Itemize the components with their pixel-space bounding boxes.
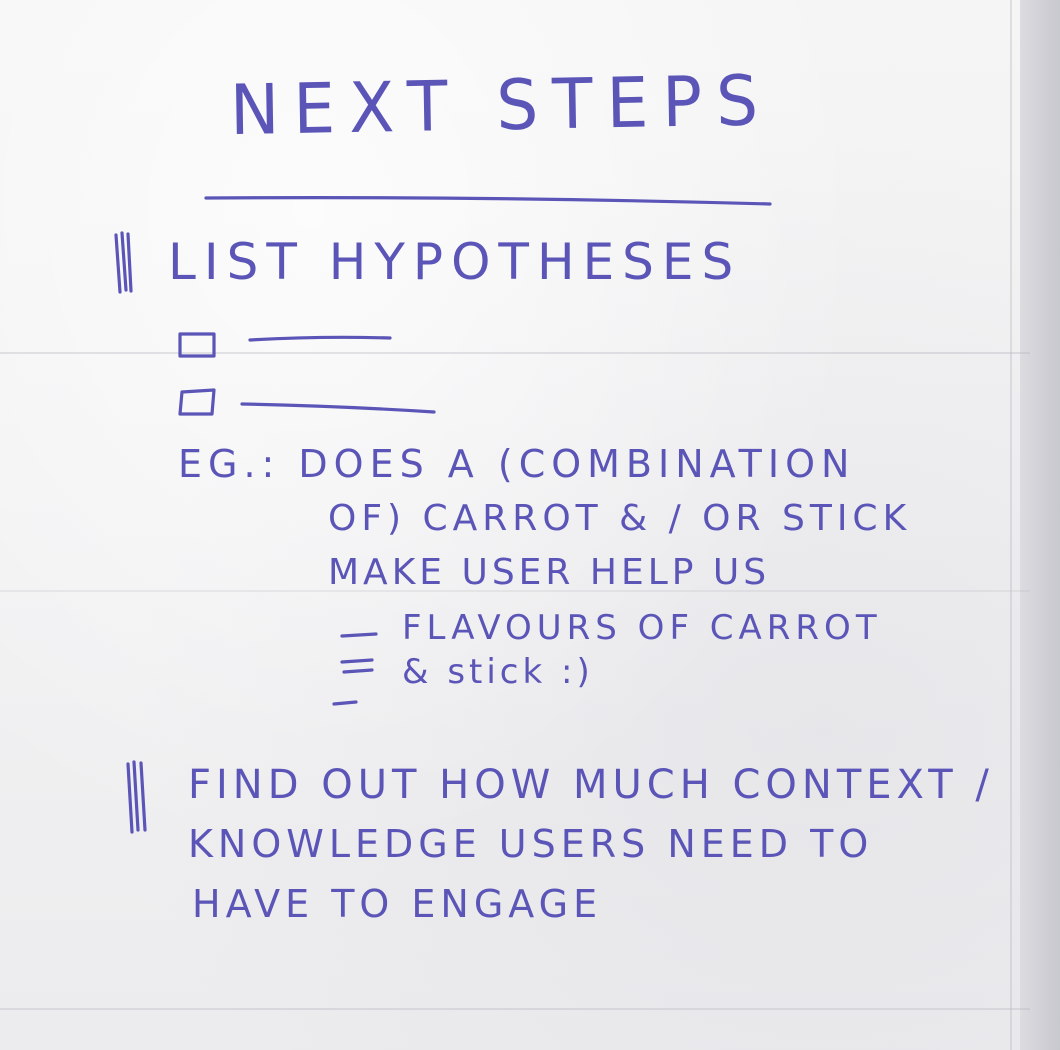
paper-crease <box>0 1008 1030 1010</box>
example-line: FLAVOURS OF CARROT <box>402 608 882 648</box>
action-line: HAVE TO ENGAGE <box>192 882 603 926</box>
blank-line-1 <box>248 335 392 342</box>
checkbox-2 <box>178 388 216 416</box>
dash-3 <box>332 700 358 706</box>
action-line: KNOWLEDGE USERS NEED TO <box>188 822 874 866</box>
example-line: EG.: DOES A (COMBINATION <box>178 442 856 486</box>
page-title: NEXT STEPS <box>229 60 773 151</box>
checkbox-1 <box>178 332 216 358</box>
example-line: MAKE USER HELP US <box>328 552 771 593</box>
dash-2 <box>340 658 374 674</box>
wall-background <box>1020 0 1060 1050</box>
example-line: & stick :) <box>402 652 594 692</box>
dash-1 <box>340 632 378 638</box>
title-underline <box>204 196 772 206</box>
paper-crease <box>0 352 1030 354</box>
bullet-marks-2 <box>126 760 147 834</box>
bullet-marks-1 <box>114 231 133 294</box>
blank-line-2 <box>240 402 436 414</box>
example-line: OF) CARROT & / OR STICK <box>328 498 912 539</box>
paper-crease <box>0 590 1030 592</box>
flipchart-paper <box>0 0 1030 1050</box>
paper-edge <box>1010 0 1012 1050</box>
action-line: FIND OUT HOW MUCH CONTEXT / <box>188 762 994 808</box>
section-heading-hypotheses: LIST HYPOTHESES <box>168 233 742 291</box>
